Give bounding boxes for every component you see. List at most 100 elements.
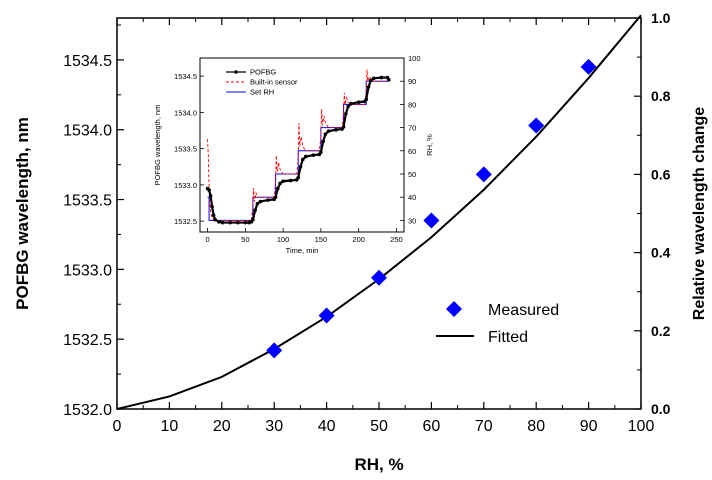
inset-pofbg-point [303,154,308,159]
x-tick-label: 50 [370,418,388,435]
x-tick-label: 0 [113,418,122,435]
inset-pofbg-point [368,78,373,83]
x-tick-label: 10 [161,418,179,435]
inset-y-tick-label: 1533.5 [174,145,197,154]
inset-pofbg-point [323,132,328,136]
inset-y-tick-label: 1534.0 [174,108,197,117]
inset-pofbg-point [288,178,293,183]
inset-y2-tick-label: 30 [408,216,416,225]
measured-point [528,117,545,134]
x-axis-title: RH, % [354,455,403,474]
inset-x-tick-label: 250 [390,235,403,244]
x-tick-label: 20 [213,418,231,435]
y2-tick-label: 0.4 [651,245,671,261]
measured-point [318,307,335,324]
inset-pofbg-point [298,164,303,169]
y-axis-title: POFBG wavelength, nm [13,117,32,310]
y2-axis-title: Relative wavelength change [691,107,708,321]
inset-x-tick-label: 0 [205,235,209,244]
legend-measured-label: Measured [488,302,559,319]
inset-pofbg-point [278,181,282,186]
y2-tick-label: 1.0 [651,10,671,26]
inset-y2-tick-label: 40 [408,193,416,202]
inset-pofbg-point [220,220,225,225]
x-tick-label: 30 [265,418,283,435]
measured-point [423,212,440,229]
x-tick-label: 70 [475,418,493,435]
inset-y2-tick-label: 100 [408,54,421,63]
inset-pofbg-point [217,220,221,224]
inset-pofbg-point [341,125,346,129]
legend-fitted-label: Fitted [488,329,528,346]
measured-point [371,269,387,286]
inset-legend-builtin-label: Built-in sensor [250,78,298,87]
measured-point [475,166,492,183]
measured-point [580,58,597,75]
x-tick-label: 40 [318,418,336,435]
inset-pofbg-point [276,186,280,191]
inset-pofbg-point [311,153,316,157]
inset-y2-tick-label: 70 [408,124,416,133]
inset-pofbg-point [379,75,384,80]
y2-tick-label: 0.6 [651,166,671,182]
y-tick-label: 1534.0 [63,123,112,140]
x-tick-label: 80 [527,418,545,435]
measured-point [266,342,283,359]
inset-x-tick-label: 50 [241,235,249,244]
inset-pofbg-point [349,101,353,106]
y-tick-label: 1533.5 [63,193,112,210]
inset-x-tick-label: 100 [277,235,290,244]
inset-legend-setrh-label: Set RH [250,88,274,97]
inset-x-axis-title: Time, min [286,246,319,255]
inset-pofbg-point [366,85,371,89]
y2-tick-label: 0.8 [651,88,671,104]
inset-x-tick-label: 200 [352,235,365,244]
inset-pofbg-point [235,220,240,225]
inset-y2-tick-label: 50 [408,170,416,179]
inset-y-tick-label: 1533.0 [174,181,197,190]
y2-tick-label: 0.2 [651,323,671,339]
inset-y2-tick-label: 60 [408,147,416,156]
inset-pofbg-point [281,179,285,184]
inset-pofbg-point [207,188,211,192]
inset-pofbg-point [300,157,305,162]
y2-tick-label: 0.0 [651,401,671,417]
inset-pofbg-point [210,204,214,209]
inset-pofbg-point [251,217,255,222]
inset-pofbg-point [356,100,361,105]
x-tick-label: 100 [628,418,655,435]
x-tick-label: 90 [580,418,598,435]
inset-legend-pofbg-label: POFBG [250,68,276,77]
inset-pofbg-point [371,76,376,81]
inset-pofbg-point [346,104,350,109]
inset-plot-frame [199,57,405,233]
inset-pofbg-point [321,139,325,144]
inset-pofbg-point [211,213,216,218]
inset-y-tick-label: 1532.5 [174,217,197,226]
inset-pofbg-point [253,208,257,213]
x-tick-label: 60 [423,418,441,435]
inset-y2-tick-label: 80 [408,100,416,109]
inset-pofbg-point [208,193,213,198]
inset-legend-pofbg-marker [234,70,238,74]
legend-measured-marker [446,301,462,317]
inset-pofbg-point [326,129,331,134]
y-tick-label: 1534.5 [63,53,112,70]
inset-pofbg-point [255,201,260,206]
inset-pofbg-point [266,198,270,202]
inset-builtin-line [207,69,389,221]
inset-pofbg-point [296,175,301,180]
inset-pofbg-point [334,127,338,132]
inset-pofbg-point [258,199,263,204]
y-tick-label: 1532.5 [63,332,112,349]
inset-pofbg-point [387,77,391,82]
inset-pofbg-point [243,220,248,225]
inset-y-tick-label: 1534.5 [174,72,197,81]
inset-y2-tick-label: 90 [408,77,416,86]
inset-x-tick-label: 150 [315,235,328,244]
inset-pofbg-point [364,97,369,102]
inset-pofbg-point [273,195,278,199]
inset-pofbg-point [319,150,323,155]
